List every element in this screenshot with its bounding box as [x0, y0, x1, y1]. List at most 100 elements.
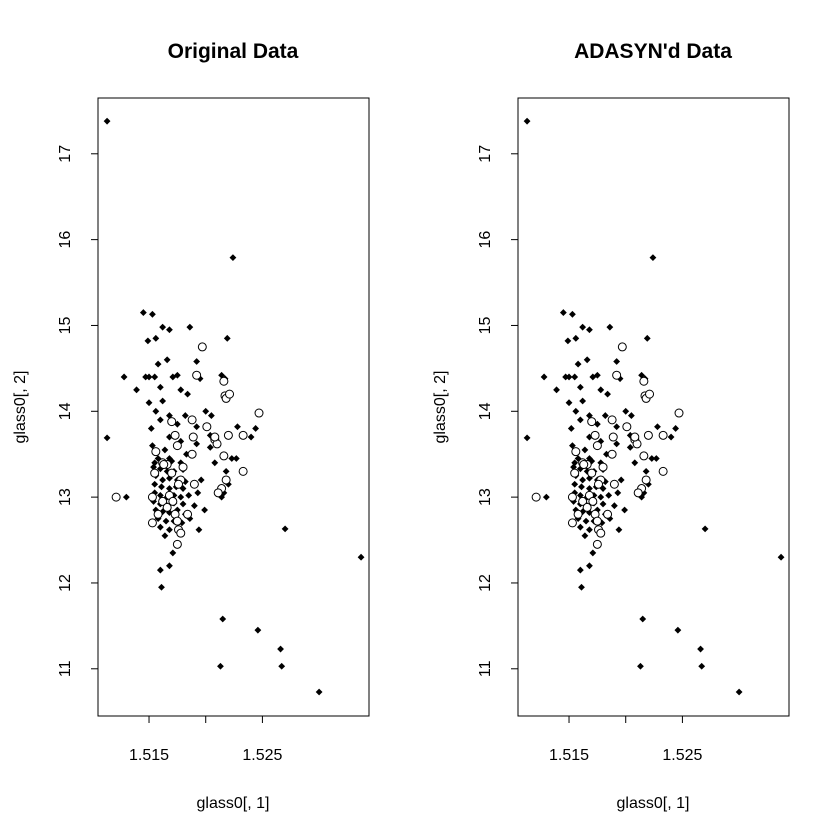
- filled-diamond-point: [583, 356, 591, 364]
- y-tick-label: 16: [57, 231, 74, 249]
- data-points: [523, 117, 785, 696]
- filled-diamond-point: [542, 493, 550, 501]
- filled-diamond-point: [571, 373, 579, 381]
- filled-diamond-point: [649, 254, 657, 262]
- y-tick-label: 13: [57, 488, 74, 506]
- filled-diamond-point: [698, 662, 706, 670]
- y-axis: 11 12 13 14 15 16 17: [477, 145, 519, 677]
- filled-diamond-point: [229, 254, 237, 262]
- filled-diamond-point: [576, 523, 584, 531]
- x-tick-label: 1.525: [662, 747, 702, 764]
- filled-diamond-point: [228, 455, 236, 462]
- panel-adasyn: ADASYN'd Data 1.515 1.525 11121314151617 …: [432, 40, 790, 812]
- open-circle-point: [579, 460, 589, 470]
- filled-diamond-point: [151, 480, 159, 488]
- data-points: [103, 117, 365, 696]
- open-circle-point: [588, 496, 598, 506]
- filled-diamond-point: [582, 517, 590, 525]
- open-circle-point: [162, 502, 172, 512]
- open-circle-point: [594, 479, 604, 489]
- filled-diamond-point: [586, 485, 593, 492]
- open-circle-point: [238, 430, 248, 440]
- open-circle-point: [168, 496, 178, 506]
- filled-diamond-point: [674, 626, 682, 634]
- filled-diamond-point: [614, 489, 622, 497]
- open-circle-point: [188, 432, 198, 442]
- y-axis: 11 12 13 14 15 16 17: [57, 145, 99, 677]
- open-circle-point: [582, 502, 592, 512]
- y-tick-label: 11: [57, 660, 74, 677]
- open-circle-point: [570, 468, 580, 478]
- open-circle-point: [153, 509, 163, 519]
- x-tick-label: 1.525: [242, 747, 282, 764]
- filled-diamond-point: [103, 117, 111, 125]
- filled-diamond-point: [597, 493, 605, 501]
- open-circle-point: [633, 488, 643, 498]
- open-circle-point: [608, 432, 618, 442]
- open-circle-point: [187, 415, 197, 425]
- filled-diamond-point: [559, 309, 567, 316]
- filled-diamond-point: [701, 525, 709, 533]
- filled-diamond-point: [152, 334, 160, 342]
- filled-diamond-point: [161, 446, 169, 454]
- open-circle-point: [573, 509, 583, 519]
- open-circle-point: [607, 415, 617, 425]
- filled-diamond-point: [565, 373, 573, 381]
- filled-diamond-point: [626, 443, 634, 451]
- y-tick-label: 12: [57, 574, 74, 592]
- filled-diamond-point: [553, 386, 560, 394]
- filled-diamond-point: [571, 480, 579, 488]
- open-circle-point: [192, 370, 202, 380]
- filled-diamond-point: [278, 662, 286, 670]
- open-circle-point: [150, 468, 160, 478]
- open-circle-point: [617, 342, 627, 352]
- filled-diamond-point: [523, 434, 531, 442]
- open-circle-point: [174, 479, 184, 489]
- filled-diamond-point: [222, 467, 230, 475]
- filled-diamond-point: [579, 323, 587, 331]
- open-circle-point: [592, 516, 602, 526]
- filled-diamond-point: [173, 506, 181, 514]
- filled-diamond-point: [166, 485, 173, 492]
- filled-diamond-point: [169, 549, 177, 557]
- open-circle-point: [159, 460, 169, 470]
- filled-diamond-point: [177, 493, 185, 501]
- filled-diamond-point: [173, 371, 181, 379]
- filled-diamond-point: [181, 412, 189, 419]
- filled-diamond-point: [579, 476, 587, 484]
- filled-diamond-point: [163, 467, 171, 475]
- y-tick-label: 14: [477, 402, 494, 420]
- filled-diamond-point: [586, 526, 593, 534]
- filled-diamond-point: [217, 662, 224, 670]
- filled-diamond-point: [576, 416, 584, 424]
- open-circle-point: [630, 432, 640, 442]
- filled-diamond-point: [224, 480, 232, 488]
- open-circle-point: [202, 422, 212, 432]
- open-circle-point: [639, 376, 649, 386]
- filled-diamond-point: [569, 442, 576, 450]
- open-circle-point: [147, 492, 157, 502]
- filled-diamond-point: [565, 399, 573, 407]
- open-circle-point: [645, 389, 655, 399]
- filled-diamond-point: [156, 566, 164, 574]
- open-circle-point: [172, 539, 182, 549]
- filled-diamond-point: [617, 476, 625, 484]
- open-circle-point: [178, 462, 188, 472]
- filled-diamond-point: [152, 407, 160, 415]
- filled-diamond-point: [234, 423, 241, 431]
- filled-diamond-point: [605, 492, 613, 499]
- filled-diamond-point: [145, 399, 153, 407]
- filled-diamond-point: [667, 433, 675, 441]
- y-tick-label: 15: [477, 316, 494, 334]
- filled-diamond-point: [315, 688, 323, 696]
- filled-diamond-point: [207, 412, 215, 419]
- open-circle-point: [225, 389, 235, 399]
- filled-diamond-point: [142, 373, 150, 381]
- open-circle-point: [210, 432, 220, 442]
- x-tick-label: 1.515: [549, 747, 589, 764]
- open-circle-point: [609, 479, 619, 489]
- filled-diamond-point: [777, 553, 785, 561]
- filled-diamond-point: [281, 525, 289, 533]
- filled-diamond-point: [735, 688, 743, 696]
